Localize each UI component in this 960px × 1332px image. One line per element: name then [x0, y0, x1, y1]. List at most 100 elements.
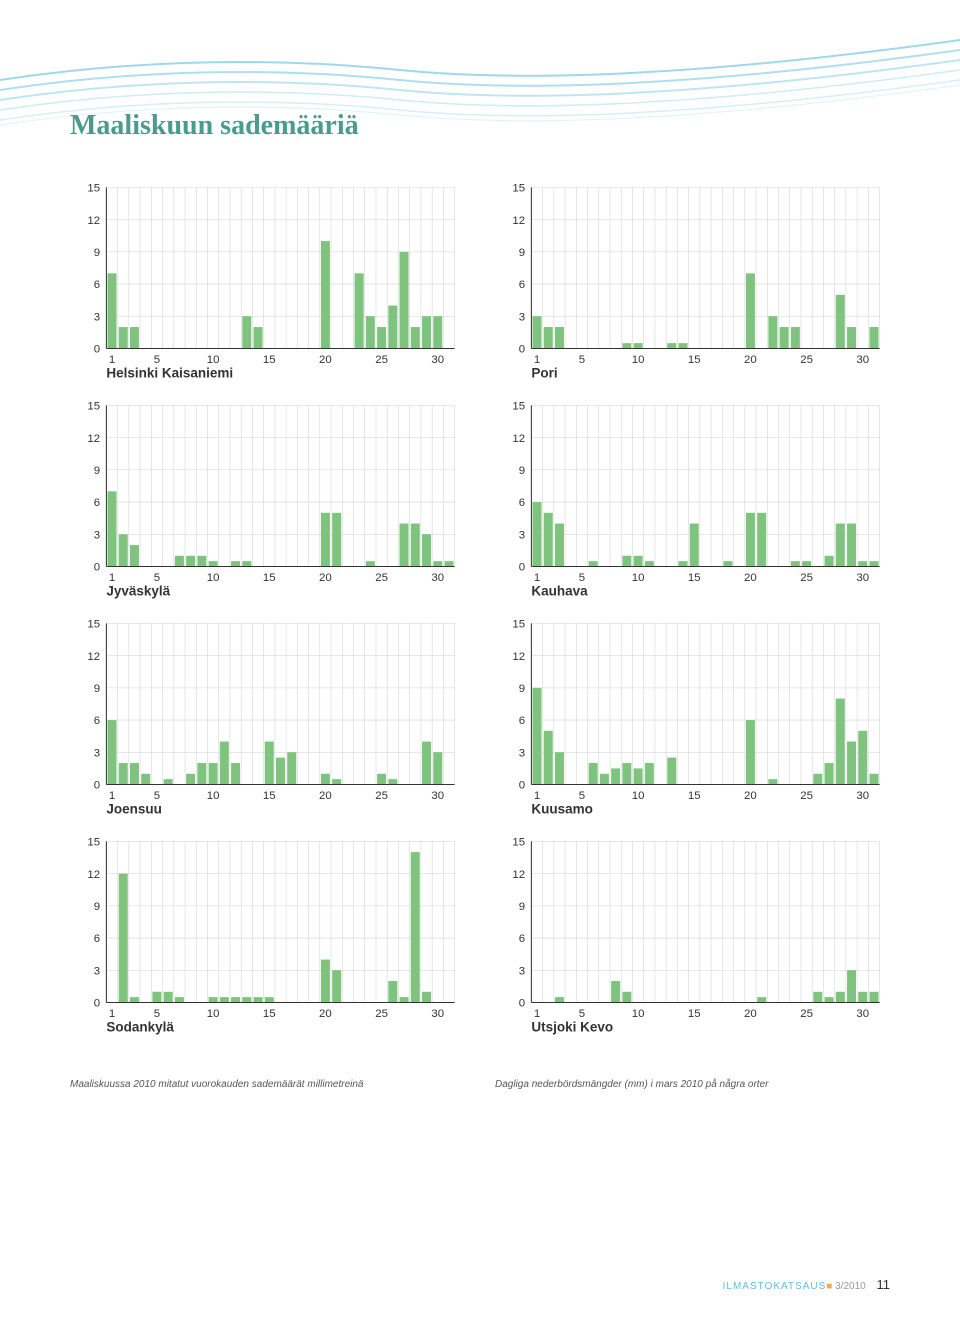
svg-text:0: 0 [94, 779, 100, 791]
svg-text:0: 0 [519, 779, 525, 791]
svg-text:20: 20 [744, 354, 757, 366]
svg-text:9: 9 [94, 247, 100, 259]
chart-utsjoki-kevo: 03691215151015202530Utsjoki Kevo [495, 831, 890, 1039]
svg-text:15: 15 [87, 618, 100, 630]
svg-text:Utsjoki Kevo: Utsjoki Kevo [531, 1019, 613, 1034]
svg-text:30: 30 [431, 572, 444, 584]
svg-text:3: 3 [519, 311, 525, 323]
svg-text:6: 6 [94, 933, 100, 945]
svg-text:5: 5 [579, 1008, 585, 1020]
svg-text:20: 20 [319, 790, 332, 802]
svg-text:30: 30 [856, 354, 869, 366]
svg-text:10: 10 [632, 1008, 645, 1020]
svg-text:30: 30 [431, 790, 444, 802]
svg-text:15: 15 [512, 400, 525, 412]
svg-text:15: 15 [87, 400, 100, 412]
svg-text:5: 5 [154, 354, 160, 366]
chart-pori: 03691215151015202530Pori [495, 177, 890, 385]
svg-text:3: 3 [94, 965, 100, 977]
svg-text:9: 9 [519, 901, 525, 913]
svg-text:12: 12 [512, 651, 525, 663]
svg-text:0: 0 [519, 997, 525, 1009]
svg-text:9: 9 [94, 465, 100, 477]
svg-text:6: 6 [519, 715, 525, 727]
svg-text:20: 20 [319, 1008, 332, 1020]
svg-text:Sodankylä: Sodankylä [106, 1019, 174, 1034]
svg-text:6: 6 [94, 497, 100, 509]
svg-text:3: 3 [94, 529, 100, 541]
chart-helsinki-kaisaniemi: 03691215151015202530Helsinki Kaisaniemi [70, 177, 465, 385]
svg-text:15: 15 [87, 836, 100, 848]
svg-text:25: 25 [375, 572, 388, 584]
caption-fi: Maaliskuussa 2010 mitatut vuorokauden sa… [70, 1079, 465, 1090]
svg-text:25: 25 [800, 790, 813, 802]
svg-text:6: 6 [519, 933, 525, 945]
svg-text:Kauhava: Kauhava [531, 584, 588, 599]
svg-text:10: 10 [207, 790, 220, 802]
svg-text:Jyväskylä: Jyväskylä [106, 584, 170, 599]
svg-text:15: 15 [688, 1008, 701, 1020]
svg-text:5: 5 [154, 1008, 160, 1020]
svg-text:6: 6 [94, 279, 100, 291]
svg-text:6: 6 [519, 497, 525, 509]
svg-text:Joensuu: Joensuu [106, 801, 162, 816]
svg-text:12: 12 [87, 433, 100, 445]
svg-text:Pori: Pori [531, 366, 557, 381]
svg-text:10: 10 [207, 572, 220, 584]
svg-text:10: 10 [632, 354, 645, 366]
svg-text:12: 12 [512, 868, 525, 880]
svg-text:Helsinki Kaisaniemi: Helsinki Kaisaniemi [106, 366, 233, 381]
svg-text:20: 20 [319, 572, 332, 584]
svg-text:12: 12 [87, 215, 100, 227]
svg-text:9: 9 [519, 683, 525, 695]
svg-text:0: 0 [94, 344, 100, 356]
svg-text:25: 25 [800, 354, 813, 366]
svg-text:15: 15 [688, 572, 701, 584]
svg-text:5: 5 [579, 572, 585, 584]
footer: ILMASTOKATSAUS■ 3/2010 11 [723, 1277, 890, 1292]
svg-text:Kuusamo: Kuusamo [531, 801, 593, 816]
svg-text:9: 9 [94, 683, 100, 695]
svg-text:3: 3 [519, 747, 525, 759]
svg-text:12: 12 [512, 215, 525, 227]
svg-text:15: 15 [263, 1008, 276, 1020]
svg-text:25: 25 [375, 790, 388, 802]
svg-text:30: 30 [856, 572, 869, 584]
footer-brand: ILMASTOKATSAUS [723, 1281, 827, 1292]
svg-text:15: 15 [512, 183, 525, 195]
svg-text:5: 5 [154, 790, 160, 802]
chart-sodankylä: 03691215151015202530Sodankylä [70, 831, 465, 1039]
svg-text:30: 30 [431, 354, 444, 366]
captions: Maaliskuussa 2010 mitatut vuorokauden sa… [70, 1079, 890, 1090]
svg-text:9: 9 [519, 247, 525, 259]
chart-jyväskylä: 03691215151015202530Jyväskylä [70, 395, 465, 603]
svg-text:12: 12 [87, 651, 100, 663]
svg-text:15: 15 [263, 790, 276, 802]
svg-text:15: 15 [688, 790, 701, 802]
svg-text:1: 1 [109, 790, 115, 802]
svg-text:3: 3 [94, 311, 100, 323]
charts-grid: 03691215151015202530Helsinki Kaisaniemi0… [70, 177, 890, 1039]
svg-text:20: 20 [744, 790, 757, 802]
svg-text:20: 20 [744, 1008, 757, 1020]
svg-text:1: 1 [534, 572, 540, 584]
chart-joensuu: 03691215151015202530Joensuu [70, 613, 465, 821]
svg-text:10: 10 [632, 572, 645, 584]
svg-text:1: 1 [109, 354, 115, 366]
svg-text:20: 20 [319, 354, 332, 366]
svg-text:9: 9 [94, 901, 100, 913]
svg-text:12: 12 [512, 433, 525, 445]
svg-text:0: 0 [94, 562, 100, 574]
svg-text:5: 5 [154, 572, 160, 584]
svg-text:1: 1 [109, 572, 115, 584]
svg-text:20: 20 [744, 572, 757, 584]
svg-text:25: 25 [800, 572, 813, 584]
svg-text:3: 3 [94, 747, 100, 759]
svg-text:1: 1 [534, 354, 540, 366]
svg-text:30: 30 [856, 1008, 869, 1020]
svg-text:0: 0 [519, 344, 525, 356]
svg-text:5: 5 [579, 790, 585, 802]
svg-text:15: 15 [688, 354, 701, 366]
svg-text:0: 0 [94, 997, 100, 1009]
svg-text:12: 12 [87, 868, 100, 880]
